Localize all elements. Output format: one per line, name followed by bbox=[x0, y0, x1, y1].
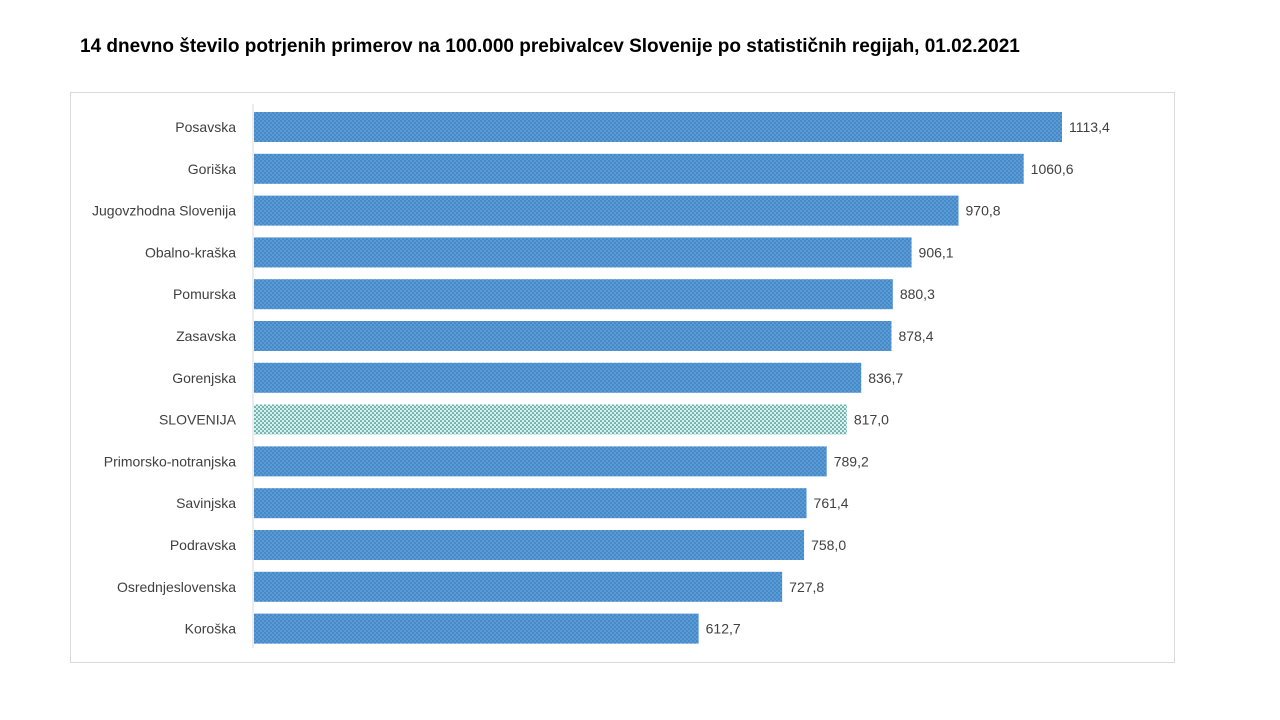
value-label: 761,4 bbox=[814, 495, 849, 511]
bar-slovenija bbox=[254, 404, 847, 435]
value-label: 878,4 bbox=[898, 328, 933, 344]
value-label: 970,8 bbox=[966, 203, 1001, 219]
value-label: 612,7 bbox=[706, 621, 741, 637]
value-label: 727,8 bbox=[789, 579, 824, 595]
bar-posavska bbox=[254, 112, 1062, 142]
bar-goriška bbox=[254, 153, 1024, 184]
value-label: 758,0 bbox=[811, 537, 846, 553]
category-label: Jugovzhodna Slovenija bbox=[92, 203, 236, 219]
category-label: Pomurska bbox=[173, 286, 236, 302]
bar-osrednjeslovenska bbox=[254, 571, 783, 602]
category-label: Primorsko-notranjska bbox=[104, 453, 236, 469]
chart-title: 14 dnevno število potrjenih primerov na … bbox=[80, 36, 1020, 57]
value-label: 1060,6 bbox=[1031, 161, 1074, 177]
value-label: 789,2 bbox=[834, 453, 869, 469]
bar-obalno-kraška bbox=[254, 237, 912, 268]
bar-koroška bbox=[254, 613, 699, 644]
bar-pomurska bbox=[254, 279, 893, 310]
value-label: 836,7 bbox=[868, 370, 903, 386]
category-label: Savinjska bbox=[176, 495, 236, 511]
category-label: Gorenjska bbox=[172, 370, 236, 386]
category-label: SLOVENIJA bbox=[159, 412, 237, 428]
value-label: 817,0 bbox=[854, 412, 889, 428]
category-label: Obalno-kraška bbox=[145, 244, 236, 260]
category-label: Posavska bbox=[175, 119, 236, 135]
value-label: 880,3 bbox=[900, 286, 935, 302]
category-label: Zasavska bbox=[176, 328, 236, 344]
bar-jugovzhodna-slovenija bbox=[254, 195, 959, 226]
value-label: 1113,4 bbox=[1069, 119, 1110, 135]
bar-zasavska bbox=[254, 321, 892, 351]
bar-primorsko-notranjska bbox=[254, 446, 827, 477]
bar-savinjska bbox=[254, 488, 807, 519]
category-label: Koroška bbox=[185, 621, 237, 637]
category-label: Goriška bbox=[188, 161, 236, 177]
bar-gorenjska bbox=[254, 362, 862, 393]
value-label: 906,1 bbox=[919, 244, 954, 260]
category-label: Podravska bbox=[170, 537, 236, 553]
bar-podravska bbox=[254, 530, 805, 560]
category-label: Osrednjeslovenska bbox=[117, 579, 236, 595]
